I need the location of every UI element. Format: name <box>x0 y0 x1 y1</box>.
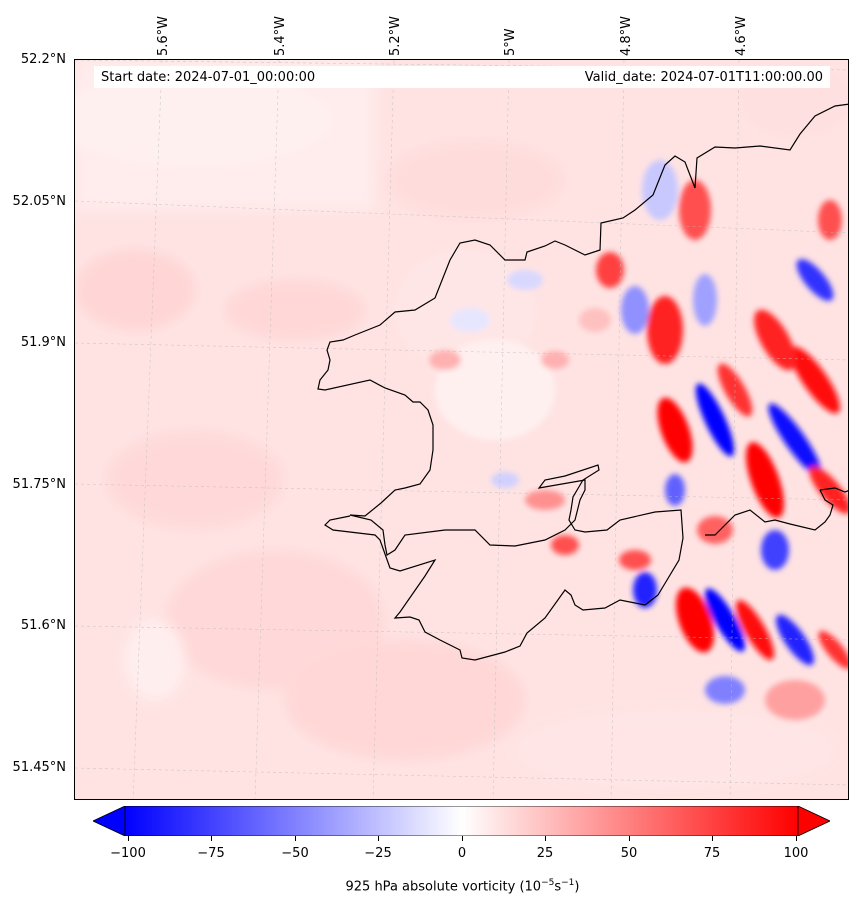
cbar-tickmark <box>128 836 129 841</box>
lon-label-4.6w: 4.6°W <box>734 15 749 56</box>
date-info-strip: Start date: 2024-07-01_00:00:00 Valid_da… <box>94 66 830 88</box>
cbar-tickmark <box>378 836 379 841</box>
cbar-tick-label: 50 <box>620 846 638 861</box>
cbar-tickmark <box>712 836 713 841</box>
lat-label-51.9n: 51.9°N <box>20 335 66 350</box>
cbar-tick-label: 0 <box>457 846 467 861</box>
colorbar-title: 925 hPa absolute vorticity (10−5s−1) <box>345 878 580 895</box>
coastline <box>317 103 848 661</box>
cbar-tick-label: 25 <box>536 846 554 861</box>
colorbar <box>93 806 830 836</box>
vorticity-field <box>75 60 848 799</box>
cbar-tick-label: −75 <box>197 846 225 861</box>
lon-label-5.6w: 5.6°W <box>156 15 171 56</box>
lat-label-51.75n: 51.75°N <box>12 477 66 492</box>
lat-label-51.6n: 51.6°N <box>20 618 66 633</box>
cbar-tickmark <box>295 836 296 841</box>
start-date-label: Start date: 2024-07-01_00:00:00 <box>101 70 316 85</box>
cbar-tickmark <box>211 836 212 841</box>
valid-date-label: Valid_date: 2024-07-01T11:00:00.00 <box>584 70 823 85</box>
cbar-tick-label: −50 <box>281 846 309 861</box>
cbar-tick-label: −25 <box>364 846 392 861</box>
cbar-tick-label: −100 <box>110 846 146 861</box>
cbar-tick-label: 75 <box>703 846 721 861</box>
lon-label-5w: 5°W <box>503 28 518 56</box>
cbar-tickmark <box>462 836 463 841</box>
lat-label-52.05n: 52.05°N <box>12 194 66 209</box>
cbar-tickmark <box>629 836 630 841</box>
cbar-tick-label: 100 <box>783 846 809 861</box>
vorticity-map <box>74 59 849 800</box>
cbar-tickmark <box>796 836 797 841</box>
lon-label-5.4w: 5.4°W <box>273 15 288 56</box>
lon-label-5.2w: 5.2°W <box>388 15 403 56</box>
lat-label-51.45n: 51.45°N <box>12 760 66 775</box>
cbar-tickmark <box>545 836 546 841</box>
lat-label-52.2n: 52.2°N <box>20 52 66 67</box>
lon-label-4.8w: 4.8°W <box>619 15 634 56</box>
